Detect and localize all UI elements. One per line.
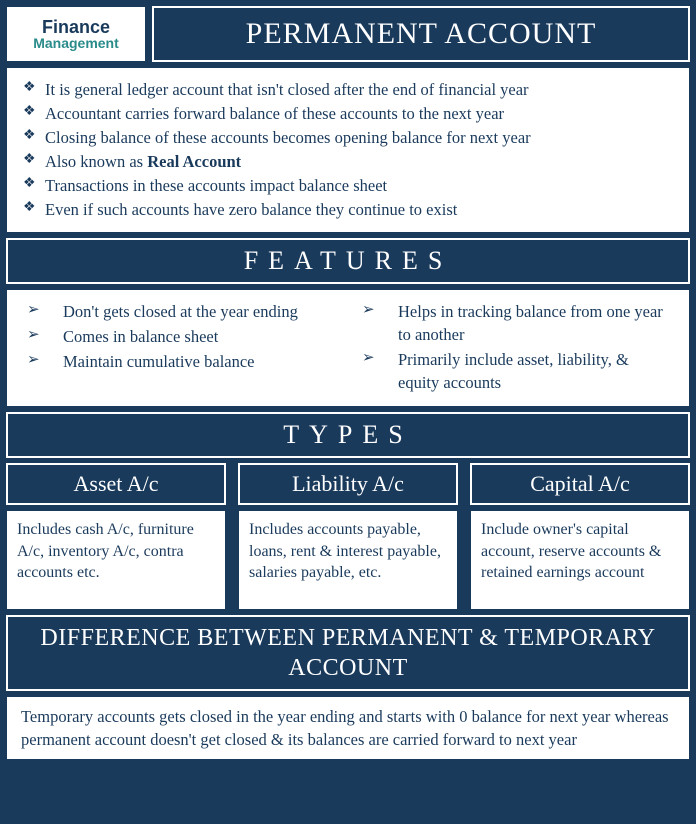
intro-item: Even if such accounts have zero balance … <box>23 198 673 222</box>
intro-item: Accountant carries forward balance of th… <box>23 102 673 126</box>
difference-header: DIFFERENCE BETWEEN PERMANENT & TEMPORARY… <box>6 615 690 691</box>
type-title: Liability A/c <box>238 463 458 505</box>
feature-item: Helps in tracking balance from one year … <box>358 300 673 346</box>
type-title: Asset A/c <box>6 463 226 505</box>
intro-item: Transactions in these accounts impact ba… <box>23 174 673 198</box>
main-title: PERMANENT ACCOUNT <box>246 17 597 51</box>
feature-item: Don't gets closed at the year ending <box>23 300 338 323</box>
infographic-container: Finance Management PERMANENT ACCOUNT It … <box>6 6 690 818</box>
intro-item: Also known as Real Account <box>23 150 673 174</box>
feature-item: Comes in balance sheet <box>23 325 338 348</box>
features-col-left: Don't gets closed at the year endingCome… <box>23 300 338 396</box>
header-row: Finance Management PERMANENT ACCOUNT <box>6 6 690 62</box>
intro-item: Closing balance of these accounts become… <box>23 126 673 150</box>
type-title: Capital A/c <box>470 463 690 505</box>
type-column: Asset A/c Includes cash A/c, furniture A/… <box>6 463 226 610</box>
type-description: Includes accounts payable, loans, rent &… <box>238 510 458 610</box>
types-header: TYPES <box>6 412 690 458</box>
type-column: Capital A/c Include owner's capital accou… <box>470 463 690 610</box>
features-col-right: Helps in tracking balance from one year … <box>358 300 673 396</box>
feature-item: Primarily include asset, liability, & eq… <box>358 348 673 394</box>
type-description: Includes cash A/c, furniture A/c, invent… <box>6 510 226 610</box>
types-row: Asset A/c Includes cash A/c, furniture A/… <box>6 463 690 610</box>
main-title-box: PERMANENT ACCOUNT <box>152 6 690 62</box>
logo: Finance Management <box>6 6 146 62</box>
features-header: FEATURES <box>6 238 690 284</box>
features-box: Don't gets closed at the year endingCome… <box>6 289 690 407</box>
feature-item: Maintain cumulative balance <box>23 350 338 373</box>
difference-text: Temporary accounts gets closed in the ye… <box>6 696 690 760</box>
intro-box: It is general ledger account that isn't … <box>6 67 690 233</box>
logo-line2: Management <box>33 36 119 50</box>
type-column: Liability A/c Includes accounts payable, … <box>238 463 458 610</box>
intro-list: It is general ledger account that isn't … <box>23 78 673 222</box>
intro-item: It is general ledger account that isn't … <box>23 78 673 102</box>
type-description: Include owner's capital account, reserve… <box>470 510 690 610</box>
logo-line1: Finance <box>42 18 110 36</box>
